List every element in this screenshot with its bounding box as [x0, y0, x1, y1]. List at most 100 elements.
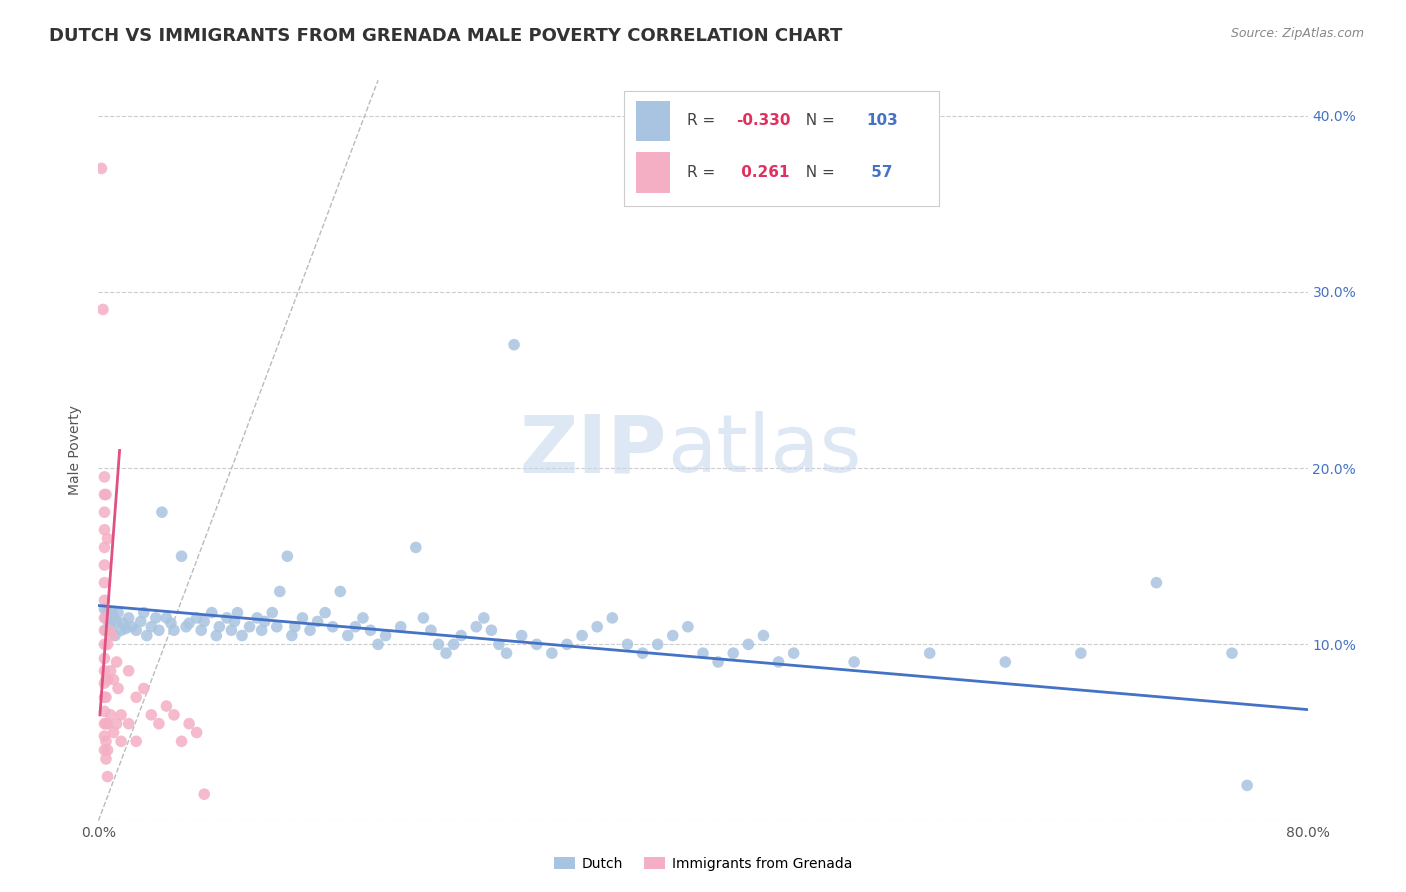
Point [844, 655, 866, 669]
Point [250, 624, 273, 638]
Point [93, 704, 115, 718]
Point [111, 616, 134, 631]
Point [269, 584, 291, 599]
Point [299, 624, 322, 638]
Point [284, 620, 307, 634]
Text: N =: N = [796, 113, 839, 128]
Point [994, 655, 1017, 669]
Point [129, 615, 152, 629]
Bar [637, 101, 671, 141]
Point [555, 637, 578, 651]
Point [1070, 646, 1092, 660]
Point [336, 628, 359, 642]
Point [107, 606, 129, 620]
Point [141, 620, 163, 634]
Point [314, 606, 336, 620]
Bar [637, 153, 671, 194]
Point [1220, 646, 1243, 660]
Point [94, 624, 117, 638]
Point [98, 624, 121, 638]
Point [540, 646, 562, 660]
Point [96, 637, 118, 651]
Point [526, 637, 548, 651]
Point [94, 716, 117, 731]
Point [208, 620, 231, 634]
Point [145, 611, 167, 625]
Point [661, 628, 683, 642]
Point [768, 655, 790, 669]
Point [96, 743, 118, 757]
Point [132, 681, 155, 696]
Text: 57: 57 [866, 165, 893, 180]
Text: R =: R = [688, 113, 720, 128]
Point [193, 787, 215, 801]
Point [103, 611, 125, 625]
Point [412, 611, 434, 625]
Point [103, 725, 125, 739]
Point [125, 734, 148, 748]
Point [96, 716, 118, 731]
Point [450, 628, 472, 642]
Point [148, 624, 170, 638]
Text: N =: N = [796, 165, 839, 180]
Point [174, 620, 197, 634]
Point [93, 558, 115, 572]
Point [602, 611, 624, 625]
Point [495, 646, 517, 660]
Point [94, 673, 117, 687]
Point [155, 699, 177, 714]
Text: -0.330: -0.330 [735, 113, 790, 128]
Point [94, 734, 117, 748]
Point [160, 616, 183, 631]
Point [707, 655, 730, 669]
Point [276, 549, 298, 564]
Point [281, 628, 304, 642]
Point [125, 690, 148, 705]
Point [571, 628, 593, 642]
FancyBboxPatch shape [624, 91, 939, 206]
Point [307, 615, 329, 629]
Point [163, 707, 186, 722]
Point [96, 532, 118, 546]
Text: DUTCH VS IMMIGRANTS FROM GRENADA MALE POVERTY CORRELATION CHART: DUTCH VS IMMIGRANTS FROM GRENADA MALE PO… [49, 27, 842, 45]
Text: 103: 103 [866, 113, 898, 128]
Point [190, 624, 212, 638]
Point [226, 606, 249, 620]
Point [94, 611, 117, 625]
Point [918, 646, 941, 660]
Point [253, 615, 276, 629]
Point [93, 676, 115, 690]
Point [405, 541, 427, 555]
Point [93, 593, 115, 607]
Point [103, 673, 125, 687]
Text: Source: ZipAtlas.com: Source: ZipAtlas.com [1230, 27, 1364, 40]
Point [616, 637, 638, 651]
Point [105, 655, 128, 669]
Point [93, 470, 115, 484]
Point [93, 611, 115, 625]
Point [93, 505, 115, 519]
Point [201, 606, 224, 620]
Point [488, 637, 510, 651]
Point [101, 628, 124, 642]
Point [752, 628, 775, 642]
Point [344, 620, 367, 634]
Point [481, 624, 503, 638]
Point [631, 646, 654, 660]
Point [374, 628, 396, 642]
Point [170, 549, 193, 564]
Point [586, 620, 609, 634]
Point [94, 690, 117, 705]
Point [110, 624, 132, 638]
Point [692, 646, 714, 660]
Point [186, 611, 208, 625]
Point [96, 606, 118, 620]
Point [114, 622, 136, 636]
Point [110, 734, 132, 748]
Point [420, 624, 443, 638]
Point [93, 602, 115, 616]
Point [118, 611, 141, 625]
Point [148, 716, 170, 731]
Point [262, 606, 284, 620]
Point [291, 611, 314, 625]
